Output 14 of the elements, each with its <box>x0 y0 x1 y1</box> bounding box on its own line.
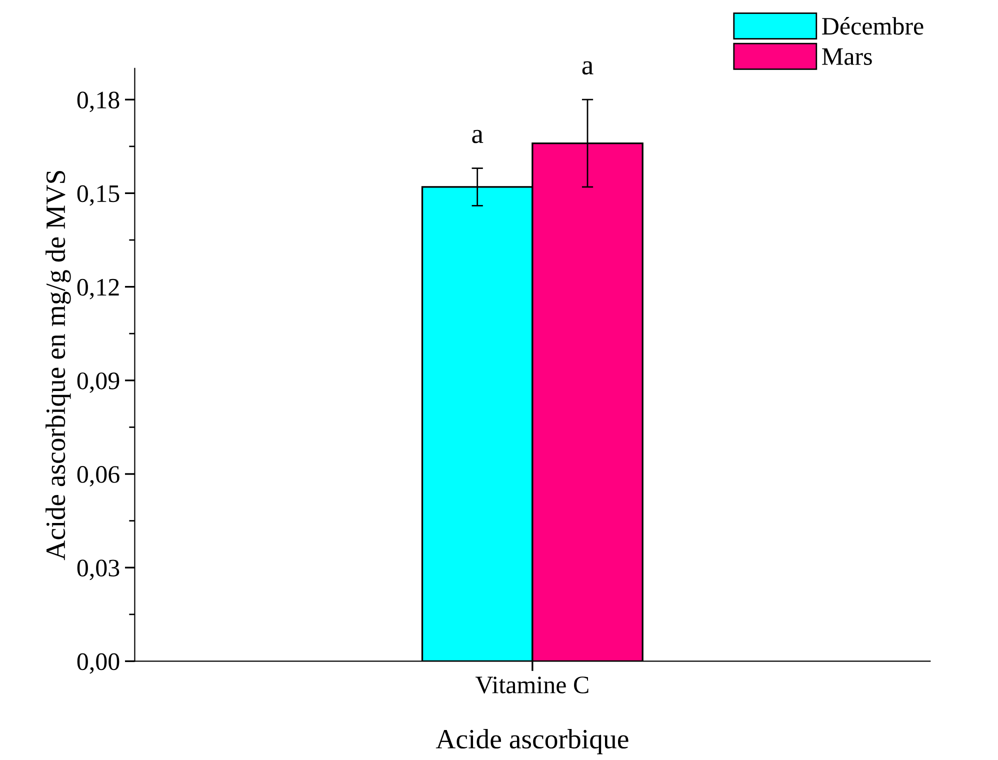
y-tick-label: 0,15 <box>77 185 120 206</box>
legend-label: Mars <box>822 48 872 66</box>
y-tick-label: 0,06 <box>77 466 120 487</box>
y-axis-title: Acide ascorbique en mg/g de MVS <box>46 170 71 560</box>
x-axis-title: Acide ascorbique <box>436 729 628 754</box>
y-tick-label: 0,18 <box>77 92 120 112</box>
y-tick-label: 0,03 <box>77 560 120 580</box>
annotation: a <box>472 130 484 144</box>
legend-label: Décembre <box>822 17 924 35</box>
x-tick-label: Vitamine C <box>475 676 588 694</box>
y-tick-label: 0,12 <box>77 278 119 300</box>
y-tick-label: 0,09 <box>77 372 120 393</box>
annotation: a <box>582 61 594 75</box>
y-tick-label: 0,00 <box>77 653 120 674</box>
